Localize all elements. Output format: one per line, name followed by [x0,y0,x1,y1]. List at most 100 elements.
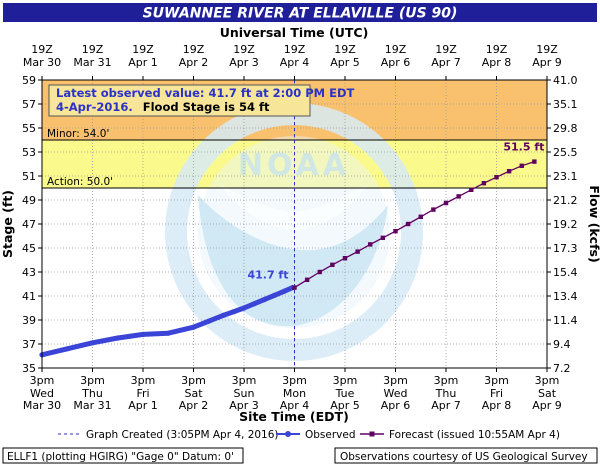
forecast-point [469,187,474,192]
bottom-axis-date-label: Apr 7 [431,399,461,412]
bottom-axis-date-label: Apr 9 [532,399,562,412]
top-axis-title: Universal Time (UTC) [220,25,369,40]
left-axis-tick-label: 41 [22,290,36,303]
bottom-axis-date-label: Apr 4 [280,399,310,412]
bottom-axis-time-label: 3pm [333,374,358,387]
bottom-axis-time-label: 3pm [30,374,55,387]
forecast-point [342,256,348,261]
legend: Graph Created (3:05PM Apr 4, 2016) Obser… [58,429,560,441]
observed-point [190,324,197,330]
top-axis-time-label: 19Z [284,43,306,56]
forecast-point [405,221,411,227]
bottom-axis-date-label: Apr 1 [128,399,158,412]
bottom-axis-time-label: 3pm [181,374,206,387]
latest-value-box [48,84,311,117]
top-axis-date-label: Apr 6 [381,56,411,69]
bottom-axis-day-label: Fri [136,387,149,400]
bottom-axis-date-label: Mar 31 [73,399,111,412]
top-axis-date-label: Mar 30 [23,56,61,69]
legend-forecast-marker [369,431,375,437]
bottom-axis-title: Site Time (EDT) [239,409,349,424]
left-axis-tick-label: 37 [22,338,36,351]
flood-stage-text: Flood Stage is 54 ft [143,100,270,114]
observed-point [89,340,96,346]
forecast-point [456,194,461,199]
legend-observed-label: Observed [305,429,356,441]
observed-point [206,318,212,324]
forecast-point [532,159,537,164]
bottom-axis-date-label: Apr 3 [229,399,259,412]
bottom-axis-day-label: Sat [184,387,203,400]
observed-point [271,292,277,298]
forecast-point [506,169,512,174]
left-axis-tick-label: 39 [22,314,36,327]
right-axis-tick-label: 25.5 [553,146,578,159]
latest-value-date: 4-Apr-2016. [56,100,133,114]
footer-right-box [334,447,598,464]
left-axis-tick-label: 47 [22,218,36,231]
legend-observed-marker [285,431,291,437]
left-axis-tick-label: 35 [22,362,36,375]
top-axis-time-label: 19Z [435,43,457,56]
top-axis-time-label: 19Z [233,43,255,56]
right-axis-tick-label: 19.2 [553,218,578,231]
bottom-axis-date-label: Mar 30 [23,399,61,412]
bottom-axis-time-label: 3pm [535,374,560,387]
top-axis-time-label: 19Z [31,43,53,56]
bottom-axis-day-label: Tue [335,387,355,400]
left-axis-tick-label: 43 [22,266,36,279]
forecast-point [519,163,524,168]
top-axis-date-label: Apr 7 [431,56,461,69]
footer-right-text: Observations courtesy of US Geological S… [340,451,588,463]
forecast-point [292,285,297,290]
bottom-axis-time-label: 3pm [484,374,509,387]
top-axis-date-label: Apr 5 [330,56,360,69]
top-axis-date-label: Apr 8 [482,56,512,69]
bottom-axis-time-label: 3pm [232,374,257,387]
right-axis-labels: 7.2 9.4 11.4 13.4 15.4 17.3 19.2 21.2 23.1 25.5 29… [547,74,578,375]
right-axis-tick-label: 41.0 [553,74,578,87]
watermark-noaa-text: NOAA [238,148,350,183]
bottom-axis-day-label: Wed [30,387,54,400]
noaa-bird-shape [198,195,388,327]
top-axis-time-label: 19Z [486,43,508,56]
top-axis-time-label: 19Z [334,43,356,56]
observed-last-value-label: 41.7 ft [247,269,288,282]
right-axis-tick-label: 9.4 [553,338,571,351]
top-axis-time-label: 19Z [536,43,558,56]
observed-point [64,346,70,352]
top-axis-date-label: Apr 3 [229,56,259,69]
forecast-point [393,229,398,234]
y-left-axis-title: Stage (ft) [0,190,15,258]
bottom-axis-day-label: Thu [81,387,103,400]
left-axis-tick-label: 45 [22,242,36,255]
forecast-peak-value-label: 51.5 ft [503,141,544,154]
forecast-point [443,200,449,206]
footer-left-text: ELLF1 (plotting HGIRG) "Gage 0" Datum: 0… [7,451,234,463]
bottom-axis-day-label: Thu [435,387,457,400]
forecast-point [317,269,322,275]
right-axis-tick-label: 13.4 [553,290,578,303]
observed-point [261,297,267,303]
bottom-axis-day-label: Mon [283,387,306,400]
left-axis-tick-label: 57 [22,98,36,111]
bottom-axis-time-label: 3pm [282,374,307,387]
left-axis-tick-label: 49 [22,194,36,207]
observed-point [221,312,227,318]
threshold-label-minor: Minor: 54.0' [47,128,109,140]
right-axis-tick-label: 7.2 [553,362,571,375]
forecast-point [355,249,360,254]
top-axis-time-label: 19Z [82,43,104,56]
bottom-axis-day-label: Sun [234,387,255,400]
bottom-axis-time-label: 3pm [434,374,459,387]
left-axis-labels: 35 37 39 41 43 45 47 49 51 53 55 57 59 [22,74,42,375]
chart-title: SUWANNEE RIVER AT ELLAVILLE (US 90) [143,6,458,22]
footer-left-box [2,447,244,464]
top-axis-date-label: Mar 31 [73,56,111,69]
latest-value-line2: 4-Apr-2016. Flood Stage is 54 ft [56,100,270,114]
bottom-axis-date-label: Apr 5 [330,399,360,412]
forecast-point [304,277,310,282]
right-axis-tick-label: 17.3 [553,242,578,255]
right-axis-tick-label: 29.8 [553,122,578,135]
